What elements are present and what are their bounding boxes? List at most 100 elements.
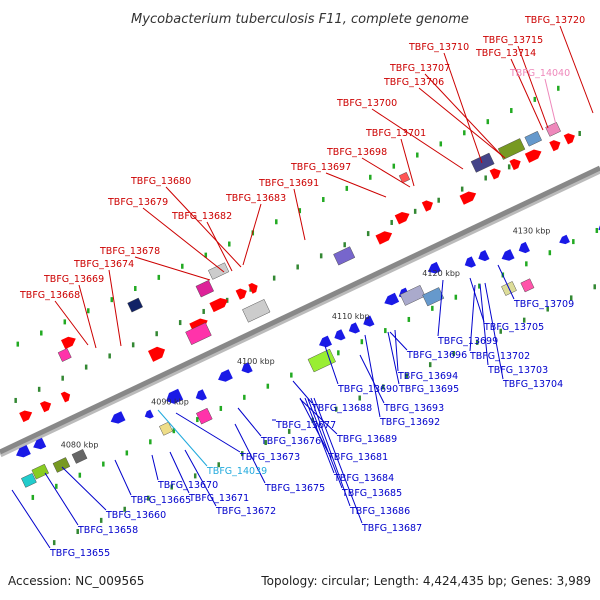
- tick-dot: [475, 339, 479, 345]
- leader-tbfg_13675: [234, 423, 266, 484]
- tick-dot: [499, 328, 502, 334]
- tick-dot: [546, 306, 549, 312]
- block-grey-c: [71, 449, 88, 464]
- gene-label-tbfg_13674: TBFG_13674: [73, 259, 134, 270]
- leader-tbfg_13693: [359, 354, 385, 404]
- forward-gene-13: [489, 168, 501, 180]
- leader-tbfg_13682: [206, 221, 233, 272]
- label-leaders-layer: [11, 25, 594, 549]
- block-navy: [127, 297, 143, 313]
- block-red-small-box: [398, 171, 411, 184]
- scale-label-0: 4080 kbp: [61, 440, 99, 449]
- gene-label-tbfg_13688: TBFG_13688: [311, 403, 372, 414]
- leader-tbfg_13669: [78, 284, 97, 349]
- leader-tbfg_13678: [134, 256, 211, 281]
- forward-gene-4: [148, 346, 166, 362]
- forward-gene-1-arrow: [39, 401, 52, 413]
- gene-label-tbfg_13685: TBFG_13685: [341, 488, 402, 499]
- gene-label-tbfg_13669: TBFG_13669: [43, 274, 104, 285]
- forward-gene-3: [61, 336, 76, 350]
- reverse-gene-3: [144, 409, 154, 419]
- genome-summary-text: Topology: circular; Length: 4,424,435 bp…: [260, 574, 591, 588]
- tick-dot: [366, 231, 370, 237]
- reverse-gene-6-arrow: [218, 369, 233, 382]
- leader-tbfg_13706: [418, 87, 506, 159]
- gene-label-tbfg_13671: TBFG_13671: [188, 493, 249, 504]
- leader-tbfg_13714: [510, 58, 544, 131]
- tick-dot: [266, 383, 270, 389]
- leader-tbfg_13715: [517, 45, 549, 129]
- forward-gene-17-arrow: [563, 133, 575, 145]
- tick-dot: [298, 208, 302, 214]
- gene-label-tbfg_13655: TBFG_13655: [49, 548, 110, 559]
- gene-label-tbfg_13676: TBFG_13676: [260, 436, 321, 447]
- block-grey-c-box: [71, 449, 88, 464]
- tick-dot: [595, 227, 599, 233]
- leader-tbfg_13665: [114, 459, 132, 496]
- tick-dot: [37, 386, 41, 392]
- gene-label-tbfg_13707: TBFG_13707: [389, 63, 450, 74]
- tick-dot: [204, 252, 208, 258]
- gene-label-tbfg_13695: TBFG_13695: [398, 384, 459, 395]
- tick-dot: [193, 473, 197, 479]
- leader-tbfg_13707: [424, 73, 504, 158]
- reverse-gene-14: [427, 261, 441, 274]
- gene-label-tbfg_13693: TBFG_13693: [383, 403, 444, 414]
- gene-label-tbfg_13705: TBFG_13705: [483, 322, 544, 333]
- tick-dot: [548, 250, 552, 256]
- leader-tbfg_13688: [292, 380, 313, 404]
- tick-dot: [264, 440, 267, 446]
- reverse-gene-4-arrow: [166, 388, 184, 404]
- block-pink-c: [195, 279, 214, 298]
- tick-dot: [87, 308, 90, 314]
- forward-gene-8-arrow: [248, 282, 258, 294]
- tick-dot: [337, 350, 340, 356]
- forward-gene-7: [235, 288, 247, 300]
- tick-dot: [99, 517, 103, 523]
- gene-label-tbfg_13704: TBFG_13704: [502, 379, 563, 390]
- gene-label-tbfg_13697: TBFG_13697: [290, 162, 351, 173]
- block-olive-b-box: [52, 457, 71, 473]
- leader-tbfg_13695: [387, 331, 400, 385]
- tick-dot: [272, 275, 276, 281]
- tick-dot: [287, 428, 291, 434]
- gene-label-tbfg_13683: TBFG_13683: [225, 193, 286, 204]
- tick-dot: [407, 316, 411, 322]
- gene-label-tbfg_13694: TBFG_13694: [397, 371, 458, 382]
- tick-dot: [507, 164, 511, 170]
- gene-label-tbfg_13714: TBFG_13714: [475, 48, 536, 59]
- tick-dot: [439, 141, 443, 147]
- reverse-gene-3-arrow: [144, 409, 154, 419]
- forward-gene-10-arrow: [394, 211, 410, 225]
- gene-label-tbfg_13699: TBFG_13699: [437, 336, 498, 347]
- reverse-gene-16-arrow: [478, 249, 490, 262]
- leader-tbfg_13672: [184, 449, 217, 507]
- block-grey-d-box: [399, 284, 426, 306]
- gene-label-tbfg_14039: TBFG_14039: [206, 466, 267, 477]
- block-purple-b: [470, 152, 495, 173]
- forward-gene-17: [563, 133, 575, 145]
- forward-gene-15: [524, 149, 542, 163]
- block-pink-d-box: [196, 407, 213, 425]
- forward-gene-13-arrow: [489, 168, 501, 180]
- block-grey-a: [208, 262, 230, 280]
- forward-gene-2: [60, 391, 71, 403]
- forward-gene-11-arrow: [421, 200, 434, 212]
- gene-label-tbfg_13681: TBFG_13681: [327, 452, 388, 463]
- leader-tbfg_13709: [497, 264, 515, 300]
- reverse-gene-8: [319, 335, 332, 348]
- reverse-gene-10: [348, 322, 361, 334]
- leader-tbfg_13720: [559, 25, 594, 114]
- reverse-gene-17-arrow: [501, 249, 515, 261]
- block-grey-b-box: [242, 299, 271, 323]
- leader-tbfg_13701: [400, 138, 415, 187]
- block-pink-a: [57, 348, 72, 362]
- tick-dot: [413, 208, 417, 214]
- leader-tbfg_13670: [151, 454, 159, 481]
- leader-tbfg_13679: [142, 207, 225, 273]
- forward-gene-14-arrow: [509, 158, 521, 171]
- tick-dot: [525, 261, 528, 267]
- tick-dot: [384, 328, 387, 334]
- gene-features-layer: [16, 121, 600, 488]
